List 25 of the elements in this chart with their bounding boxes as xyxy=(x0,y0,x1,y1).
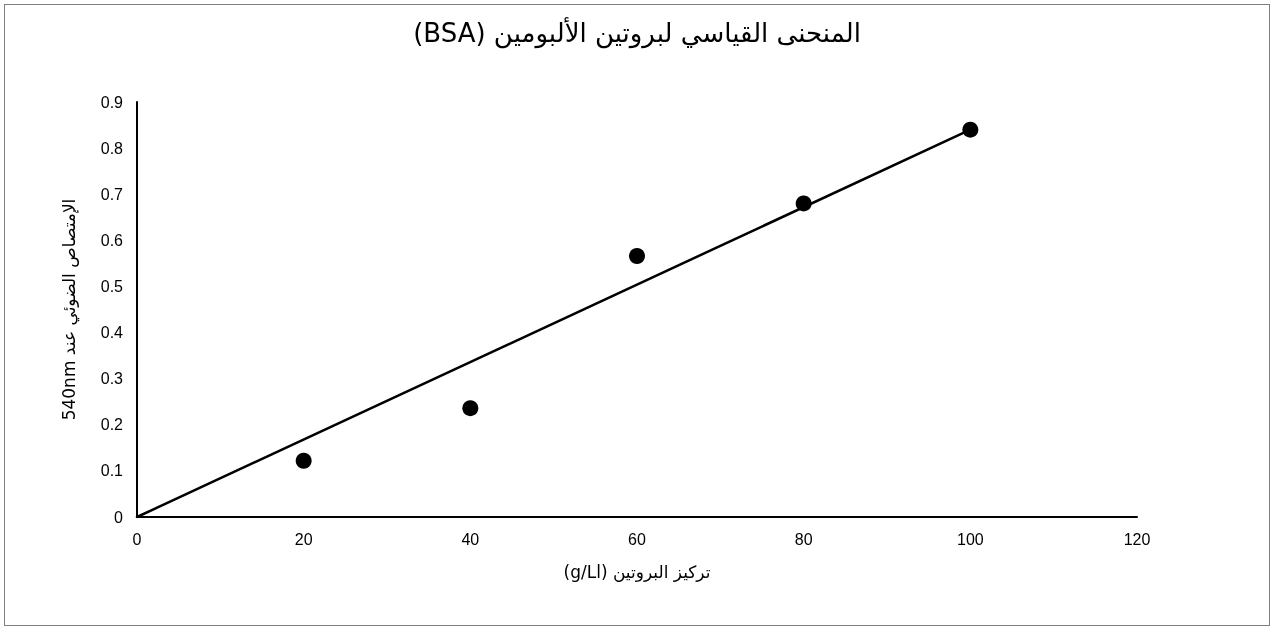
y-tick-label: 0 xyxy=(114,508,124,526)
y-tick-label: 0.9 xyxy=(100,93,124,111)
x-tick-label: 60 xyxy=(628,530,646,548)
y-tick-label: 0.8 xyxy=(100,139,124,157)
y-tick-label: 0.2 xyxy=(100,416,124,434)
y-tick-label: 0.3 xyxy=(100,370,124,388)
x-tick-label: 100 xyxy=(956,530,984,548)
point xyxy=(629,248,645,265)
y-tick-label: 0.1 xyxy=(100,462,124,480)
y-tick-label: 0.5 xyxy=(100,277,124,295)
y-axis-title: الإمتصاص الضوئي عند 540nm xyxy=(58,198,80,421)
x-tick-label: 0 xyxy=(132,530,142,548)
y-tick-label: 0.4 xyxy=(100,324,124,342)
point xyxy=(295,452,312,469)
x-tick-label: 120 xyxy=(1123,530,1151,548)
point xyxy=(795,195,812,212)
point xyxy=(962,121,979,138)
x-tick-label: 40 xyxy=(461,530,480,548)
point xyxy=(462,400,479,417)
chart-title: المنحنى القياسي لبروتين الألبومين (BSA) xyxy=(413,16,861,49)
x-tick-label: 80 xyxy=(794,530,813,548)
y-tick-label: 0.7 xyxy=(100,185,124,203)
y-tick-label: 0.6 xyxy=(100,231,124,249)
x-axis-title: تركيز البروتين (g/Ll) xyxy=(563,561,711,582)
x-tick-label: 20 xyxy=(294,530,313,548)
